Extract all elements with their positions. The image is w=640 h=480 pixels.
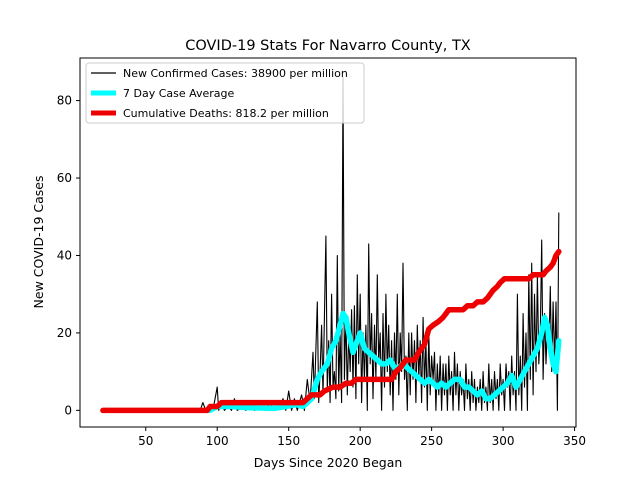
legend-label-cumulative-deaths: Cumulative Deaths: 818.2 per million [123,107,329,120]
y-axis-ticks: 0 20 40 60 80 [57,94,80,417]
x-tick-label: 300 [492,434,515,448]
x-tick-label: 350 [563,434,586,448]
series-line-7day-average [207,310,562,414]
x-axis-ticks: 50 100 150 200 250 300 350 [138,427,586,448]
plot-frame [79,57,577,428]
chart-title: COVID-19 Stats For Navarro County, TX [185,38,471,54]
series-line-cumulative-deaths [100,248,562,414]
x-tick-label: 50 [138,434,153,448]
x-tick-label: 150 [277,434,300,448]
x-axis-label: Days Since 2020 Began [254,455,403,470]
y-tick-label: 0 [64,403,72,417]
plot-area [79,57,577,428]
y-tick-label: 20 [57,326,72,340]
x-tick-label: 100 [206,434,229,448]
y-tick-label: 60 [57,171,72,185]
legend-label-new-cases: New Confirmed Cases: 38900 per million [123,67,348,80]
legend-box [85,62,365,124]
y-axis-label: New COVID-19 Cases [31,176,46,309]
x-tick-label: 250 [420,434,443,448]
y-tick-label: 40 [57,248,72,262]
legend: New Confirmed Cases: 38900 per million 7… [85,62,365,124]
y-tick-label: 80 [57,94,72,108]
x-tick-label: 200 [349,434,372,448]
series-line-new-cases [102,76,560,411]
series-layer [100,76,562,414]
legend-label-7day-average: 7 Day Case Average [123,87,235,100]
